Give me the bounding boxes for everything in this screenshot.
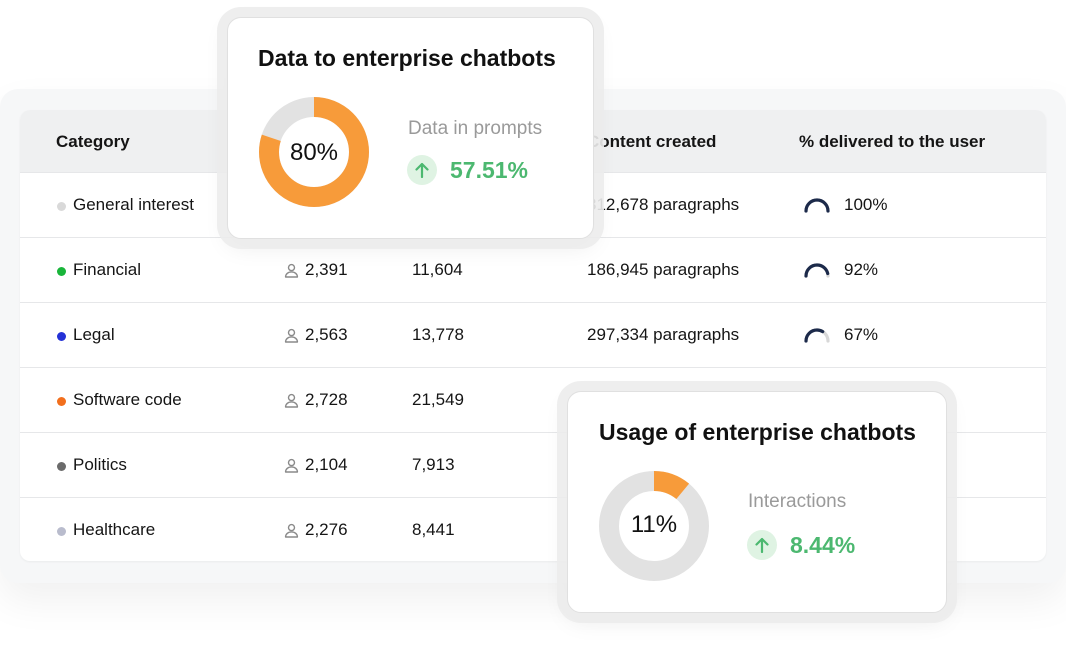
header-delivered: % delivered to the user — [799, 132, 986, 151]
category-name: Healthcare — [73, 520, 156, 539]
users-count: 2,563 — [305, 325, 348, 344]
content-created: 812,678 paragraphs — [587, 195, 740, 214]
metric-value: 57.51% — [450, 156, 529, 183]
donut-value: 80% — [289, 139, 339, 166]
delivered-percent: 67% — [844, 325, 879, 344]
metric-row: 57.51% — [407, 155, 528, 185]
card-title: Usage of enterprise chatbots — [599, 419, 916, 445]
donut-arc — [259, 97, 369, 207]
user-icon — [284, 458, 305, 473]
category-name: Software code — [73, 390, 182, 409]
header-content-created: Content created — [587, 132, 717, 151]
prompts-count: 8,441 — [412, 520, 455, 539]
delivered-percent: 92% — [844, 260, 879, 279]
gauge-icon — [804, 263, 830, 278]
users-cell: 2,728 — [284, 390, 348, 410]
category-name: Politics — [73, 455, 127, 474]
category-dot — [57, 267, 66, 276]
category-name: General interest — [73, 195, 194, 214]
delivered-cell: 92% — [802, 260, 878, 280]
table-row[interactable]: Software code 2,728 21,549 — [20, 367, 1046, 432]
user-icon — [284, 393, 305, 408]
category-dot — [57, 202, 66, 211]
category-dot — [57, 332, 66, 341]
table-row[interactable]: Financial 2,391 11,604 186,945 paragraphs 92… — [20, 237, 1046, 302]
usage-of-chatbots-card: Usage of enterprise chatbots 11% Interac… — [567, 391, 947, 613]
users-count: 2,104 — [305, 455, 348, 474]
card-title: Data to enterprise chatbots — [258, 45, 556, 71]
delivered-percent: 100% — [844, 195, 888, 214]
users-cell: 2,276 — [284, 520, 348, 540]
data-donut-chart — [259, 97, 369, 207]
user-icon — [284, 263, 305, 278]
prompts-count: 11,604 — [412, 260, 463, 279]
users-count: 2,391 — [305, 260, 348, 279]
content-created: 297,334 paragraphs — [587, 325, 740, 344]
category-dot — [57, 527, 66, 536]
category-dot — [57, 397, 66, 406]
metric-label: Data in prompts — [408, 118, 543, 139]
prompts-count: 7,913 — [412, 455, 455, 474]
data-to-chatbots-card: Data to enterprise chatbots 80% Data in … — [227, 17, 594, 239]
gauge-icon — [804, 198, 830, 213]
user-icon — [284, 523, 305, 538]
delivered-cell: 100% — [802, 195, 887, 215]
gauge-icon — [804, 328, 830, 343]
table-row[interactable]: Politics 2,104 7,913 — [20, 432, 1046, 497]
metric-value: 8.44% — [790, 531, 856, 558]
category-name: Financial — [73, 260, 142, 279]
category-dot — [57, 462, 66, 471]
category-name: Legal — [73, 325, 115, 344]
users-cell: 2,391 — [284, 260, 348, 280]
users-cell: 2,563 — [284, 325, 348, 345]
content-created: 186,945 paragraphs — [587, 260, 740, 279]
arrow-up-icon — [407, 155, 437, 185]
user-icon — [284, 328, 305, 343]
users-count: 2,728 — [305, 390, 348, 409]
donut-value: 11% — [630, 511, 678, 538]
delivered-cell: 67% — [802, 325, 878, 345]
users-cell: 2,104 — [284, 455, 348, 475]
table-row[interactable]: Healthcare 2,276 8,441 — [20, 497, 1046, 561]
metric-label: Interactions — [748, 491, 847, 512]
table-row[interactable]: Legal 2,563 13,778 297,334 paragraphs 67% — [20, 302, 1046, 367]
arrow-up-icon — [747, 530, 777, 560]
prompts-count: 21,549 — [412, 390, 464, 409]
prompts-count: 13,778 — [412, 325, 464, 344]
donut-arc — [599, 471, 709, 581]
usage-donut-chart — [599, 471, 709, 581]
users-count: 2,276 — [305, 520, 348, 539]
metric-row: 8.44% — [747, 530, 855, 560]
header-category: Category — [56, 132, 130, 151]
